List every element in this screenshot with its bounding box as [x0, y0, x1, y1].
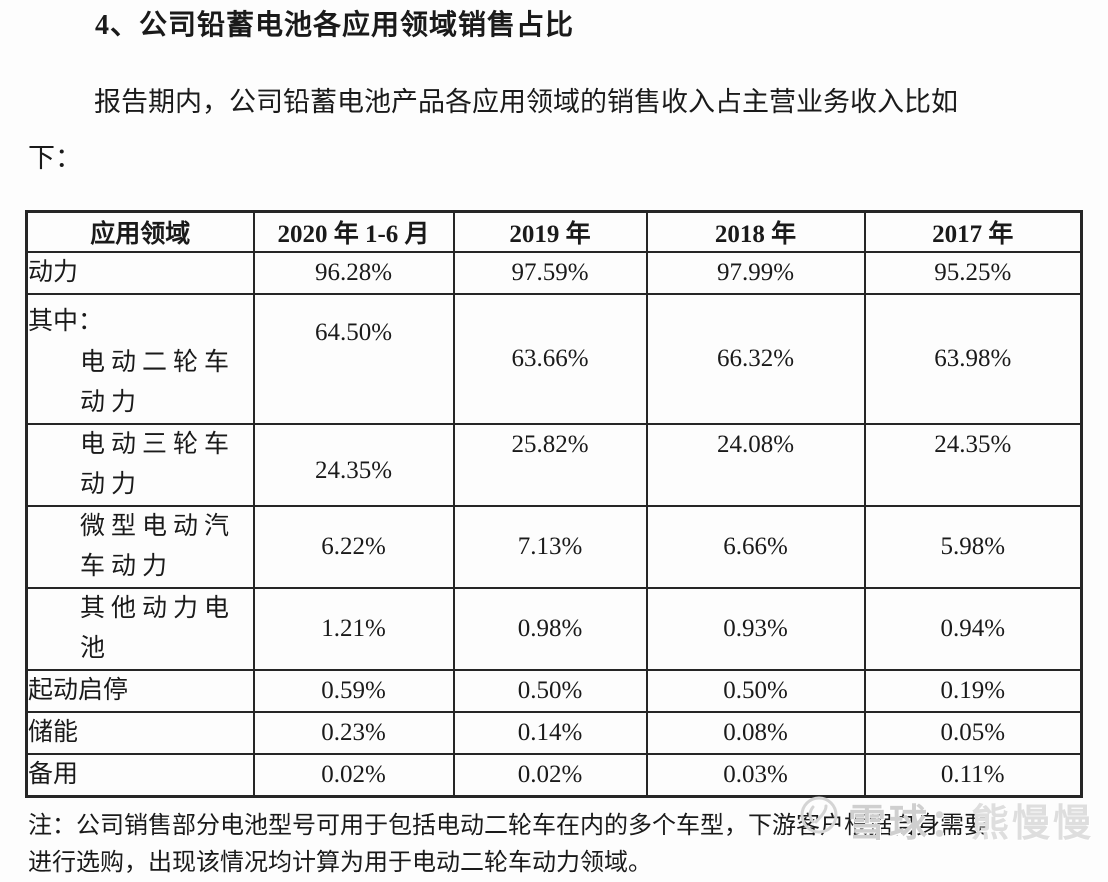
value-cell: 0.08% — [645, 711, 866, 755]
column-header: 2020 年 1-6 月 — [252, 210, 455, 253]
value-cell: 95.25% — [863, 251, 1083, 295]
row-label-cell: 其他动力电池 — [25, 587, 255, 671]
row-label-line: 动力 — [28, 259, 79, 286]
intro-paragraph: 报告期内，公司铅蓄电池产品各应用领域的销售收入占主营业务收入比如 下： — [28, 74, 1082, 186]
column-header: 2017 年 — [863, 210, 1083, 253]
value-cell: 0.02% — [452, 753, 648, 798]
watermark-user-label: 熊慢慢 — [970, 803, 1094, 845]
value-cell: 0.03% — [645, 753, 866, 798]
value-cell: 0.02% — [252, 753, 455, 798]
row-label-cell: 其中： 电动二轮车动力 — [25, 293, 255, 425]
section-title: 4、公司铅蓄电池各应用领域销售占比 — [95, 10, 575, 41]
row-label-line: 储能 — [28, 719, 79, 746]
value-cell: 63.98% — [863, 293, 1083, 425]
value-cell: 64.50% — [252, 293, 455, 425]
row-label-line: 车动力 — [80, 553, 174, 580]
row-label-prefix: 其中： — [28, 308, 104, 335]
row-label-line: 动力 — [80, 389, 143, 416]
value-cell: 0.98% — [452, 587, 648, 671]
row-label-line: 其他动力电 — [80, 595, 236, 622]
value-cell: 24.35% — [252, 423, 455, 507]
row-label-cell: 电动三轮车 动力 — [25, 423, 255, 507]
row-label-cell: 微型电动汽 车动力 — [25, 505, 255, 589]
table-row: 其中： 电动二轮车动力 64.50% 63.66% 66.32% 63.98% — [25, 293, 1083, 425]
row-label-cell: 备用 — [25, 753, 255, 798]
table-row: 起动启停 0.59% 0.50% 0.50% 0.19% — [25, 669, 1083, 713]
value-cell: 1.21% — [252, 587, 455, 671]
footnote-line: 进行选购，出现该情况均计算为用于电动二轮车动力领域。 — [28, 850, 652, 876]
watermark-site-label: 雪球 — [847, 803, 930, 845]
row-label-line: 起动启停 — [28, 677, 129, 704]
row-label-cell: 动力 — [25, 251, 255, 295]
row-label-line: 电动二轮车 — [80, 349, 236, 376]
value-cell: 6.22% — [252, 505, 455, 589]
value-cell: 0.11% — [863, 753, 1083, 798]
row-label-cell: 储能 — [25, 711, 255, 755]
value-cell: 0.94% — [863, 587, 1083, 671]
value-cell: 0.05% — [863, 711, 1083, 755]
value-cell: 7.13% — [452, 505, 648, 589]
row-label-line: 备用 — [28, 761, 79, 788]
table-row: 其他动力电池 1.21% 0.98% 0.93% 0.94% — [25, 587, 1083, 671]
table-body: 动力 96.28% 97.59% 97.99% 95.25% 其中： 电动二轮车 动力 64.5… — [25, 251, 1083, 798]
value-cell: 24.08% — [645, 423, 866, 507]
watermark-separator: ： — [929, 803, 971, 845]
value-cell: 97.99% — [645, 251, 866, 295]
watermark: 雪球 ： 熊慢慢 — [798, 792, 1094, 847]
table-row: 备用 0.02% 0.02% 0.03% 0.11% — [25, 753, 1083, 798]
table-row: 电动三轮车 动力 24.35% 25.82% 24.08% 24.35% — [25, 423, 1083, 507]
document-page: 4、公司铅蓄电池各应用领域销售占比 报告期内，公司铅蓄电池产品各应用领域的销售收… — [0, 10, 1108, 876]
sales-share-table: 应用领域 2020 年 1-6 月 2019 年 2018 年 2017 年 动力 96.… — [25, 210, 1083, 798]
value-cell: 0.50% — [645, 669, 866, 713]
table-header-row: 应用领域 2020 年 1-6 月 2019 年 2018 年 2017 年 — [25, 210, 1083, 253]
intro-line: 报告期内，公司铅蓄电池产品各应用领域的销售收入占主营业务收入比如 — [94, 87, 958, 117]
value-cell: 6.66% — [645, 505, 866, 589]
column-header: 2018 年 — [645, 210, 866, 253]
table-row: 微型电动汽 车动力 6.22% 7.13% 6.66% 5.98% — [25, 505, 1083, 589]
column-header: 应用领域 — [25, 210, 255, 253]
row-label-line: 电动三轮车 — [80, 431, 236, 458]
value-cell: 97.59% — [452, 251, 648, 295]
row-label-line: 池 — [80, 635, 112, 662]
value-cell: 25.82% — [452, 423, 648, 507]
row-label-line: 动力 — [80, 471, 143, 498]
table-row: 动力 96.28% 97.59% 97.99% 95.25% — [25, 251, 1083, 295]
value-cell: 0.19% — [863, 669, 1083, 713]
xueqiu-logo-icon — [798, 794, 840, 846]
value-cell: 66.32% — [645, 293, 866, 425]
column-header: 2019 年 — [452, 210, 648, 253]
value-cell: 0.14% — [452, 711, 648, 755]
row-label-cell: 起动启停 — [25, 669, 255, 713]
value-cell: 5.98% — [863, 505, 1083, 589]
table-row: 储能 0.23% 0.14% 0.08% 0.05% — [25, 711, 1083, 755]
value-cell: 0.59% — [252, 669, 455, 713]
header-row: 应用领域 2020 年 1-6 月 2019 年 2018 年 2017 年 — [25, 210, 1083, 253]
value-cell: 63.66% — [452, 293, 648, 425]
intro-line: 下： — [28, 143, 82, 173]
value-cell: 0.50% — [452, 669, 648, 713]
value-cell: 0.23% — [252, 711, 455, 755]
value-cell: 0.93% — [645, 587, 866, 671]
row-label-line: 微型电动汽 — [80, 513, 236, 540]
value-cell: 24.35% — [863, 423, 1083, 507]
value-cell: 96.28% — [252, 251, 455, 295]
